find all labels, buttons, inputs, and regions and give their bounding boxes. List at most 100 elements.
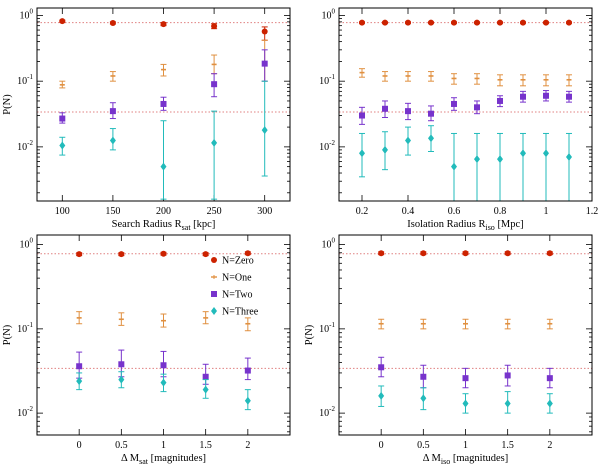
panel-4: 10-2 10-1 100 0 0.5 1 1.5 2 Δ Miso [magnitudes] P… [304,234,593,465]
data-point [244,250,251,257]
y-tick-label: 100 [20,237,34,251]
data-point [420,394,427,403]
data-point [543,19,549,26]
data-point [546,250,553,257]
x-tick-label: 2 [547,440,552,451]
data-point [76,251,83,258]
data-point [382,145,388,154]
legend-marker [211,291,217,297]
data-point [160,162,167,171]
y-tick-label: 10-2 [17,405,33,419]
data-point [504,399,511,408]
plot-frame [36,234,291,436]
data-point [543,92,549,99]
y-tick-label: 10-1 [319,73,335,87]
data-point [451,100,457,107]
x-tick-label: 0.4 [402,206,415,217]
data-point [244,396,251,405]
plot-frame [338,7,593,202]
x-tick-label: 0.8 [494,206,507,217]
x-tick-label: 1 [544,206,549,217]
data-point [211,23,218,30]
data-point [546,399,553,408]
data-point [160,21,167,28]
data-point [428,110,434,117]
data-point [261,60,268,67]
y-tick-label: 100 [20,7,34,21]
data-point [428,19,434,26]
data-point [497,155,503,164]
data-point [211,138,218,147]
data-point [504,372,511,379]
y-tick-label: 10-1 [319,321,335,335]
legend-marker [211,257,217,263]
data-point [202,385,209,394]
panel-2: 10-2 10-1 100 0.2 0.4 0.6 0.8 1 1.2 Isolation Rad… [319,7,598,232]
x-tick-label: 0 [379,440,384,451]
data-point [382,19,388,26]
legend-label: N=Three [222,307,259,318]
series-group [378,250,553,414]
data-point [420,250,427,257]
series-group [359,19,572,201]
data-point [76,377,83,386]
data-point [359,19,365,26]
series-group [76,250,251,411]
x-axis-title: Δ Msat [magnitudes] [121,453,206,465]
y-tick-label: 10-2 [319,405,335,419]
data-point [497,19,503,26]
data-point [378,250,385,257]
data-point [118,251,125,258]
y-tick-label: 10-1 [17,73,33,87]
x-tick-label: 1.5 [199,440,212,451]
data-point [474,19,480,26]
data-point [261,126,268,135]
x-tick-label: 0.5 [115,440,128,451]
legend-label: N=Zero [222,256,254,267]
y-axis-title: P(N) [2,324,13,345]
data-point [261,28,268,35]
data-point [211,81,218,88]
x-tick-label: 0 [77,440,82,451]
y-tick-label: 10-2 [319,139,335,153]
data-point [76,363,83,370]
data-point [474,155,480,164]
data-point [504,250,511,257]
panel-3: 10-2 10-1 100 0 0.5 1 1.5 2 Δ Msat [magnitudes] P… [2,234,291,465]
data-point [109,108,116,115]
data-point [382,105,388,112]
data-point [566,93,572,100]
data-point [405,136,411,145]
data-point [543,149,549,158]
x-axis-title: Isolation Radius Riso [Mpc] [407,219,523,232]
y-axis-title: P(N) [2,94,13,115]
plot-frame [338,234,593,436]
data-point [451,19,457,26]
x-tick-label: 0.5 [417,440,430,451]
data-point [109,19,116,26]
x-tick-label: 250 [207,206,222,217]
legend-label: N=Two [222,290,253,301]
data-point [59,115,66,122]
data-point [202,251,209,258]
data-point [462,250,469,257]
data-point [160,378,167,387]
data-point [566,153,572,162]
data-point [546,375,553,382]
data-point [118,361,125,368]
data-point [244,367,251,374]
x-axis-title: Δ Miso [magnitudes] [423,453,509,465]
data-point [462,399,469,408]
data-point [59,141,66,150]
data-point [405,19,411,26]
y-tick-label: 100 [322,237,336,251]
data-point [378,391,385,400]
y-tick-label: 10-2 [17,139,33,153]
x-tick-label: 150 [105,206,120,217]
panel-1: 10-2 10-1 100 100 150 200 250 300 Search Radius … [2,7,291,232]
y-tick-label: 10-1 [17,321,33,335]
x-tick-label: 0.2 [356,206,369,217]
data-point [420,373,427,380]
data-point [566,19,572,26]
data-point [474,104,480,111]
